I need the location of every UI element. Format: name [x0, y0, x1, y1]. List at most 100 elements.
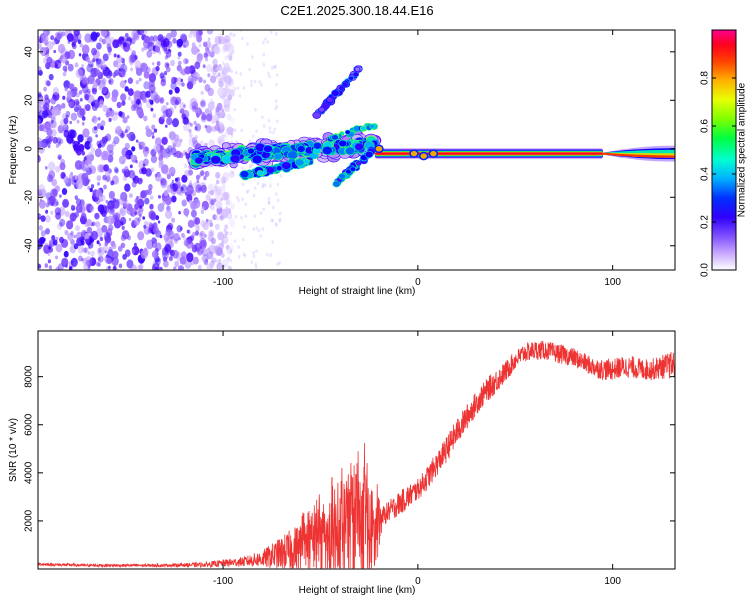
heatmap-cell [175, 150, 182, 159]
heatmap-cell [225, 206, 229, 210]
heatmap-cell [81, 44, 90, 55]
heatmap-cell [164, 196, 172, 206]
heatmap-cell [144, 146, 149, 152]
spectrogram-y-ticks: 40 20 0 -20 -40 [24, 46, 675, 253]
heatmap-cell [254, 262, 257, 267]
heatmap-cell [38, 97, 45, 106]
heatmap-cell [172, 118, 179, 128]
heatmap-cell [173, 233, 180, 242]
heatmap-cell [107, 50, 112, 56]
heatmap-cell [369, 123, 376, 129]
heatmap-cell [39, 46, 47, 56]
heatmap-cell [225, 38, 229, 43]
heatmap-cell [151, 135, 155, 139]
heatmap-cell [181, 174, 188, 183]
heatmap-cell [65, 110, 71, 118]
heatmap-cell [216, 200, 223, 209]
heatmap-cell [189, 103, 195, 110]
heatmap-cell [134, 60, 141, 69]
heatmap-cell [250, 79, 253, 84]
heatmap-cell [163, 189, 169, 196]
heatmap-cell [94, 212, 100, 220]
heatmap-cell [124, 32, 129, 38]
heatmap-cell [58, 63, 62, 68]
heatmap-cell [124, 86, 129, 92]
heatmap-cell [55, 143, 60, 148]
heatmap-cell [215, 188, 222, 196]
heatmap-cell [220, 197, 223, 201]
heatmap-cell [40, 215, 46, 223]
heatmap-cell [251, 162, 254, 167]
heatmap-cell [184, 192, 188, 196]
heatmap-cell [123, 206, 126, 210]
heatmap-cell [45, 228, 50, 235]
heatmap-cell [271, 65, 274, 70]
heatmap-cell [278, 211, 282, 216]
heatmap-cell [64, 210, 70, 218]
heatmap-cell [87, 186, 91, 190]
heatmap-cell [97, 143, 102, 149]
heatmap-cell [57, 43, 66, 54]
heatmap-cell [81, 116, 86, 121]
heatmap-cell [149, 195, 154, 200]
snr-series-line [38, 340, 675, 569]
heatmap-cell [188, 169, 194, 176]
heatmap-cell [46, 80, 51, 87]
heatmap-cell [102, 60, 105, 64]
heatmap-cell [155, 242, 162, 251]
heatmap-cell [48, 265, 53, 270]
heatmap-cell [75, 225, 80, 232]
heatmap-cell [99, 236, 104, 242]
heatmap-cell [252, 227, 255, 231]
snr-frame [37, 330, 676, 570]
heatmap-cell [129, 164, 133, 169]
heatmap-cell [183, 104, 186, 108]
heatmap-cell [200, 90, 204, 95]
heatmap-cell [48, 161, 56, 172]
heatmap-cell [195, 107, 203, 117]
heatmap-cell [162, 38, 170, 47]
heatmap-cell [64, 87, 68, 92]
heatmap-cell [45, 209, 49, 214]
heatmap-cell [223, 98, 231, 108]
heatmap-cell [121, 230, 130, 240]
heatmap-cell [65, 114, 69, 119]
heatmap-cell [165, 209, 173, 219]
heatmap-cell [202, 64, 206, 69]
heatmap-cell [118, 68, 122, 72]
heatmap-cell [200, 206, 205, 212]
heatmap-cell [123, 198, 127, 203]
heatmap-cell [117, 54, 120, 58]
heatmap-cell [251, 154, 263, 164]
heatmap-cell [261, 227, 265, 231]
heatmap-cell [119, 207, 127, 217]
heatmap-cell [194, 61, 201, 70]
heatmap-cell [174, 138, 182, 148]
heatmap-cell [267, 200, 271, 204]
heatmap-cell [124, 183, 131, 192]
heatmap-cell [45, 202, 50, 208]
heatmap-cell [198, 30, 203, 36]
heatmap-cell [162, 109, 169, 118]
heatmap-cell [278, 217, 282, 222]
heatmap-cell [228, 55, 233, 61]
heatmap-cell [160, 177, 167, 186]
heatmap-cell [152, 113, 157, 118]
heatmap-cell [243, 253, 247, 258]
heatmap-cell [59, 194, 62, 198]
heatmap-cell [115, 126, 122, 135]
heatmap-cell [55, 201, 59, 206]
heatmap-cell [231, 127, 235, 132]
heatmap-cell [254, 142, 266, 152]
heatmap-cell [191, 244, 198, 253]
heatmap-cell [119, 111, 125, 119]
heatmap-cell [354, 66, 361, 72]
heatmap-cell [141, 62, 148, 71]
heatmap-cell [138, 110, 145, 118]
heatmap-cell [167, 222, 174, 231]
heatmap-cell [62, 71, 67, 77]
heatmap-cell [158, 159, 164, 166]
heatmap-cell [80, 216, 86, 224]
heatmap-cell [150, 155, 158, 164]
heatmap-cell [160, 115, 165, 120]
